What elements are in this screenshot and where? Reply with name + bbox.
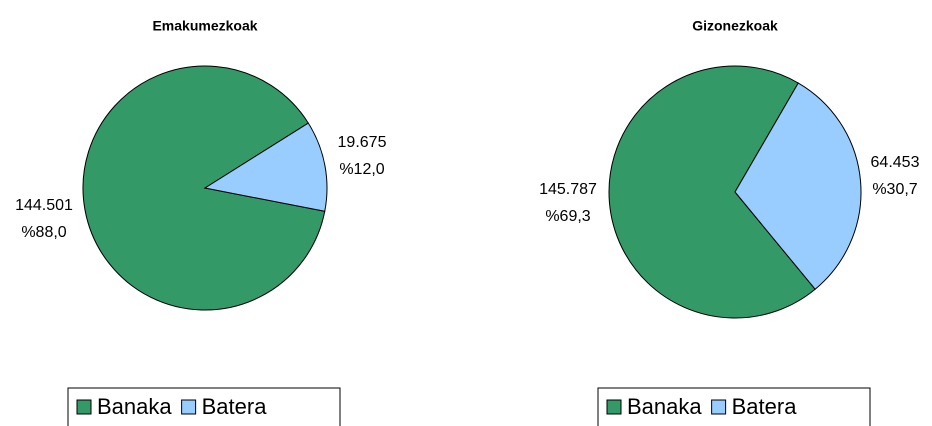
percent-label: %88,0 [21,224,66,241]
legend-label: Banaka [97,394,172,419]
value-label: 145.787 [539,181,597,198]
percent-label: %30,7 [872,181,917,198]
chart-title: Emakumezkoak [152,18,257,34]
value-label: 144.501 [15,197,73,214]
pie-slice [608,65,816,319]
chart-title: Gizonezkoak [692,18,778,34]
value-label: 64.453 [871,154,920,171]
legend-label: Banaka [627,394,702,419]
pie-slice [734,82,862,290]
percent-label: %12,0 [339,161,384,178]
legend-label: Batera [732,394,798,419]
legend-box [597,387,871,426]
legend-swatch [76,399,92,415]
pie-slice [82,65,326,311]
value-label: 19.675 [338,134,387,151]
pie-slice [203,122,328,212]
percent-label: %69,3 [545,208,590,225]
legend-swatch [181,399,197,415]
legend-swatch [711,399,727,415]
legend-box [67,387,341,426]
legend-label: Batera [202,394,268,419]
legend-swatch [606,399,622,415]
